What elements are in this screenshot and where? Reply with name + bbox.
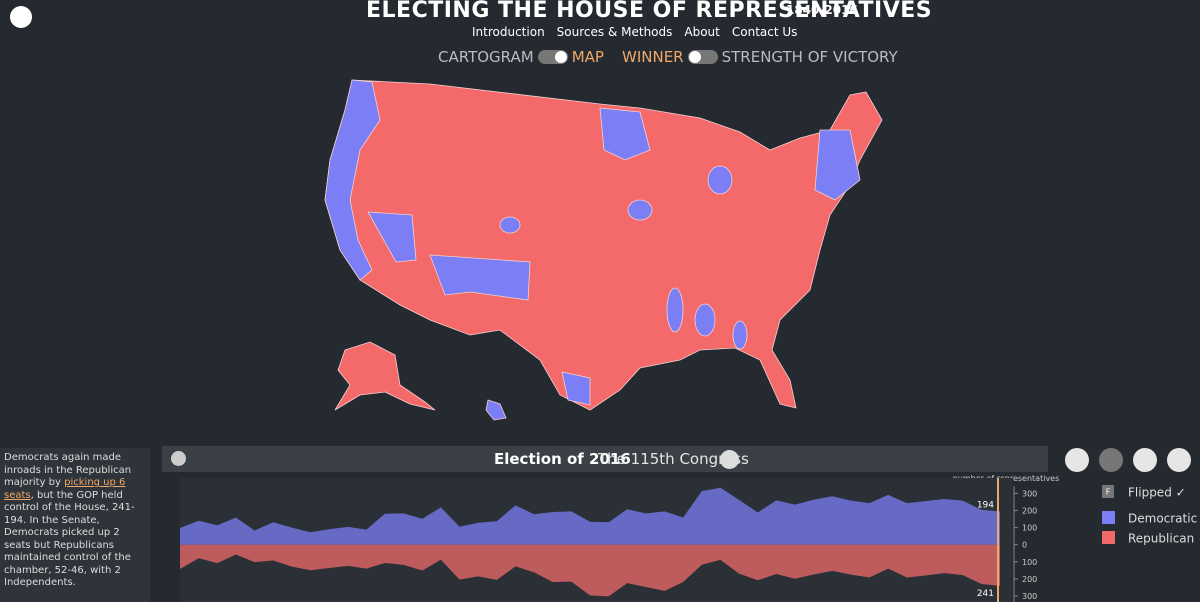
nav-link[interactable]: About	[684, 25, 720, 39]
switch[interactable]	[687, 50, 718, 64]
legend-label[interactable]: Republican ✓	[1128, 532, 1200, 546]
y-tick-label: 100	[1022, 524, 1037, 533]
toggle-label: STRENGTH OF VICTORY	[721, 48, 898, 66]
district	[499, 216, 521, 234]
reset[interactable]	[1133, 448, 1157, 472]
zoom-in[interactable]	[1065, 448, 1089, 472]
legend-label[interactable]: Democratic ✓	[1128, 512, 1200, 526]
nav-link[interactable]: Sources & Methods	[556, 25, 673, 39]
toggle-label: CARTOGRAM	[438, 48, 534, 66]
nevada-district	[367, 211, 417, 263]
y-tick-label: 200	[1022, 506, 1037, 515]
zoom-out[interactable]	[1099, 448, 1123, 472]
toggle-label: MAP	[571, 48, 604, 66]
y-tick-label: 200	[1022, 575, 1037, 584]
area	[180, 487, 1000, 545]
summary-text: Democrats again made inroads in the Repu…	[4, 452, 132, 488]
west-coast	[324, 79, 381, 281]
switch[interactable]	[537, 50, 568, 64]
nav-link[interactable]: Introduction	[472, 25, 545, 39]
zoom-controls	[1065, 448, 1191, 472]
color-toggle[interactable]: WINNER STRENGTH OF VICTORY	[622, 48, 898, 66]
value-label: 241	[977, 589, 994, 599]
legend-swatch	[1102, 531, 1115, 544]
search-button[interactable]	[720, 450, 739, 469]
hawaii	[485, 399, 507, 421]
menu-button[interactable]	[10, 6, 32, 28]
flipped-swatch	[1102, 485, 1114, 498]
summary-text: , but the GOP held control of the House,…	[4, 489, 135, 589]
election-title: Election of 2016	[494, 450, 631, 468]
district	[732, 320, 748, 350]
y-tick-label: 300	[1022, 489, 1037, 498]
y-tick-label: 100	[1022, 558, 1037, 567]
title: ELECTING THE HOUSE OF REPRESENTATIVES	[366, 0, 933, 23]
district	[707, 165, 733, 195]
y-tick-label: 0	[1022, 541, 1027, 550]
election-summary: Democrats again made inroads in the Repu…	[0, 448, 150, 602]
district	[627, 199, 653, 221]
area	[180, 544, 1000, 597]
alaska	[334, 341, 436, 411]
value-label: 194	[977, 501, 994, 511]
panel-header	[162, 446, 1048, 472]
nav: Introduction Sources & Methods About Con…	[472, 25, 797, 39]
summary-link[interactable]: picking up 6 seats	[4, 477, 126, 501]
district	[694, 303, 716, 337]
nav-link[interactable]: Contact Us	[731, 25, 798, 39]
back-button[interactable]	[171, 451, 186, 466]
legend-label: Flipped ✓	[1128, 486, 1186, 500]
texas-district	[561, 371, 591, 406]
minnesota-district	[599, 107, 651, 161]
locate[interactable]	[1167, 448, 1191, 472]
years: 1840-2016	[786, 3, 858, 17]
congress-title: The 115th Congress	[598, 450, 749, 468]
district	[666, 287, 684, 333]
legend-marker: F	[1106, 488, 1111, 497]
toggle-label: WINNER	[622, 48, 684, 66]
map	[324, 79, 883, 421]
us-map	[324, 79, 883, 421]
new-mexico-district	[429, 254, 531, 301]
legend-swatch	[1102, 511, 1115, 524]
northeast	[814, 129, 861, 201]
view-toggle[interactable]: CARTOGRAM MAP	[438, 48, 604, 66]
y-tick-label: 300	[1022, 592, 1037, 601]
